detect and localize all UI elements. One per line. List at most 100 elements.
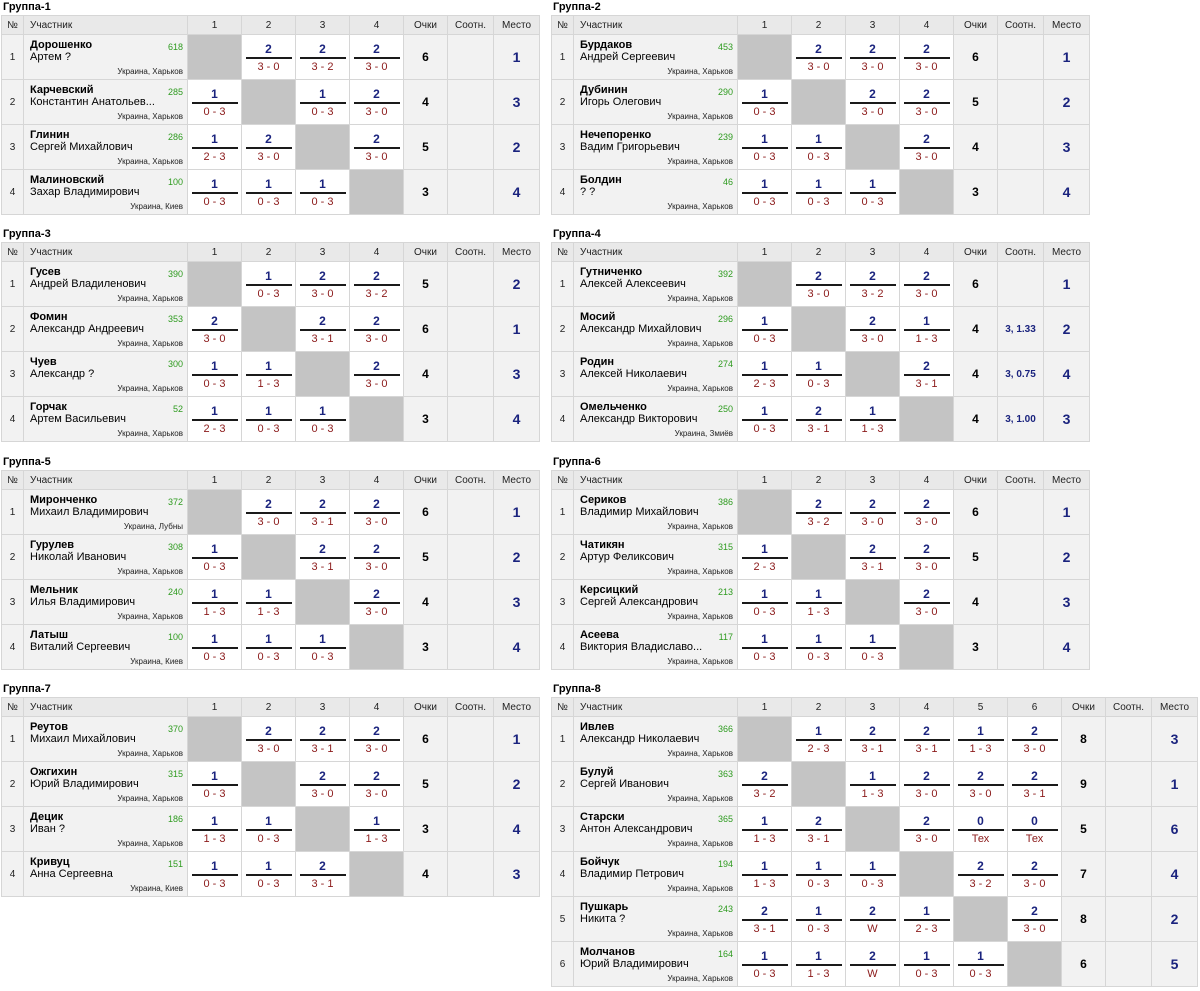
match-result[interactable]: 2 3 - 0 <box>1007 851 1062 897</box>
match-result[interactable]: 2 3 - 0 <box>953 761 1008 807</box>
match-result[interactable]: 2 3 - 0 <box>845 79 900 125</box>
match-result[interactable]: 1 0 - 3 <box>845 851 900 897</box>
match-result[interactable]: 2 3 - 2 <box>737 761 792 807</box>
match-result[interactable]: 1 0 - 3 <box>187 534 242 580</box>
player-cell[interactable]: Ожгихин Юрий Владимирович 315 Украина, Харь… <box>23 761 188 807</box>
match-result[interactable]: 1 0 - 3 <box>791 124 846 170</box>
player-cell[interactable]: Чатикян Артур Феликсович 315 Украина, Харьк… <box>573 534 738 580</box>
match-result[interactable]: 2 3 - 1 <box>791 806 846 852</box>
match-result[interactable]: 1 0 - 3 <box>241 806 296 852</box>
match-result[interactable]: 1 0 - 3 <box>241 851 296 897</box>
match-result[interactable]: 1 0 - 3 <box>187 351 242 397</box>
match-result[interactable]: 1 1 - 3 <box>845 761 900 807</box>
match-result[interactable]: 2 3 - 0 <box>899 579 954 625</box>
match-result[interactable]: 2 3 - 0 <box>241 124 296 170</box>
match-result[interactable]: 2 3 - 2 <box>953 851 1008 897</box>
match-result[interactable]: 2 3 - 2 <box>349 261 404 307</box>
player-cell[interactable]: Реутов Михаил Михайлович 370 Украина, Харьк… <box>23 716 188 762</box>
player-cell[interactable]: Керсицкий Сергей Александрович 213 Украина,… <box>573 579 738 625</box>
match-result[interactable]: 1 0 - 3 <box>187 79 242 125</box>
match-result[interactable]: 1 0 - 3 <box>899 941 954 987</box>
match-result[interactable]: 2 3 - 0 <box>349 716 404 762</box>
player-cell[interactable]: Децик Иван ? 186 Украина, Харьков <box>23 806 188 852</box>
match-result[interactable]: 1 0 - 3 <box>187 169 242 215</box>
match-result[interactable]: 2 3 - 0 <box>349 34 404 80</box>
player-cell[interactable]: Дубинин Игорь Олегович 290 Украина, Харьков <box>573 79 738 125</box>
match-result[interactable]: 2 3 - 1 <box>791 396 846 442</box>
match-result[interactable]: 1 1 - 3 <box>737 806 792 852</box>
match-result[interactable]: 2 3 - 1 <box>295 306 350 352</box>
match-result[interactable]: 1 0 - 3 <box>737 941 792 987</box>
match-result[interactable]: 2 3 - 0 <box>899 489 954 535</box>
match-result[interactable]: 2 3 - 0 <box>899 261 954 307</box>
match-result[interactable]: 2 3 - 0 <box>899 79 954 125</box>
match-result[interactable]: 2 3 - 1 <box>295 851 350 897</box>
player-cell[interactable]: Мельник Илья Владимирович 240 Украина, Харь… <box>23 579 188 625</box>
player-cell[interactable]: Пушкарь Никита ? 243 Украина, Харьков <box>573 896 738 942</box>
player-cell[interactable]: Бойчук Владимир Петрович 194 Украина, Харьк… <box>573 851 738 897</box>
match-result[interactable]: 2 3 - 0 <box>349 124 404 170</box>
match-result[interactable]: 1 1 - 3 <box>187 806 242 852</box>
match-result[interactable]: 2 3 - 2 <box>791 489 846 535</box>
match-result[interactable]: 1 2 - 3 <box>791 716 846 762</box>
player-cell[interactable]: Булуй Сергей Иванович 363 Украина, Харьков <box>573 761 738 807</box>
match-result[interactable]: 1 0 - 3 <box>737 396 792 442</box>
player-cell[interactable]: Нечепоренко Вадим Григорьевич 239 Украина, … <box>573 124 738 170</box>
match-result[interactable]: 2 3 - 0 <box>349 534 404 580</box>
match-result[interactable]: 1 0 - 3 <box>845 169 900 215</box>
match-result[interactable]: 1 0 - 3 <box>187 851 242 897</box>
match-result[interactable]: 1 0 - 3 <box>241 396 296 442</box>
match-result[interactable]: 1 1 - 3 <box>241 351 296 397</box>
match-result[interactable]: 1 0 - 3 <box>187 624 242 670</box>
match-result[interactable]: 1 0 - 3 <box>791 351 846 397</box>
player-cell[interactable]: Родин Алексей Николаевич 274 Украина, Харьк… <box>573 351 738 397</box>
match-result[interactable]: 1 1 - 3 <box>737 851 792 897</box>
match-result[interactable]: 1 0 - 3 <box>791 169 846 215</box>
match-result[interactable]: 2 3 - 0 <box>845 306 900 352</box>
match-result[interactable]: 2 3 - 0 <box>241 34 296 80</box>
player-cell[interactable]: Дорошенко Артем ? 618 Украина, Харьков <box>23 34 188 80</box>
match-result[interactable]: 1 1 - 3 <box>349 806 404 852</box>
match-result[interactable]: 2 3 - 0 <box>845 489 900 535</box>
player-cell[interactable]: Мосий Александр Михайлович 296 Украина, Хар… <box>573 306 738 352</box>
match-result[interactable]: 1 0 - 3 <box>737 306 792 352</box>
match-result[interactable]: 2 3 - 0 <box>187 306 242 352</box>
player-cell[interactable]: Ивлев Александр Николаевич 366 Украина, Хар… <box>573 716 738 762</box>
player-cell[interactable]: Гурулев Николай Иванович 308 Украина, Харьк… <box>23 534 188 580</box>
match-result[interactable]: 1 1 - 3 <box>241 579 296 625</box>
match-result[interactable]: 2 3 - 0 <box>349 306 404 352</box>
player-cell[interactable]: Старски Антон Александрович 365 Украина, Ха… <box>573 806 738 852</box>
player-cell[interactable]: Омельченко Александр Викторович 250 Украина… <box>573 396 738 442</box>
player-cell[interactable]: Гутниченко Алексей Алексеевич 392 Украина, … <box>573 261 738 307</box>
match-result[interactable]: 1 1 - 3 <box>899 306 954 352</box>
player-cell[interactable]: Миронченко Михаил Владимирович 372 Украина,… <box>23 489 188 535</box>
match-result[interactable]: 2 3 - 0 <box>349 351 404 397</box>
match-result[interactable]: 1 1 - 3 <box>791 579 846 625</box>
match-result[interactable]: 2 3 - 0 <box>295 261 350 307</box>
match-result[interactable]: 2 3 - 0 <box>349 761 404 807</box>
match-result[interactable]: 0 Тех <box>953 806 1008 852</box>
player-cell[interactable]: Глинин Сергей Михайлович 286 Украина, Харьк… <box>23 124 188 170</box>
match-result[interactable]: 1 2 - 3 <box>187 124 242 170</box>
match-result[interactable]: 2 3 - 1 <box>845 534 900 580</box>
match-result[interactable]: 1 0 - 3 <box>295 169 350 215</box>
match-result[interactable]: 2 3 - 0 <box>349 79 404 125</box>
match-result[interactable]: 1 0 - 3 <box>737 579 792 625</box>
match-result[interactable]: 2 3 - 1 <box>295 534 350 580</box>
match-result[interactable]: 2 3 - 0 <box>349 489 404 535</box>
player-cell[interactable]: Бурдаков Андрей Сергеевич 453 Украина, Харь… <box>573 34 738 80</box>
match-result[interactable]: 1 0 - 3 <box>791 624 846 670</box>
match-result[interactable]: 1 0 - 3 <box>737 79 792 125</box>
match-result[interactable]: 1 1 - 3 <box>187 579 242 625</box>
match-result[interactable]: 1 0 - 3 <box>737 124 792 170</box>
match-result[interactable]: 2 3 - 0 <box>349 579 404 625</box>
match-result[interactable]: 1 2 - 3 <box>187 396 242 442</box>
player-cell[interactable]: Асеева Виктория Владиславо... 117 Украина, … <box>573 624 738 670</box>
player-cell[interactable]: Сериков Владимир Михайлович 386 Украина, Ха… <box>573 489 738 535</box>
player-cell[interactable]: Болдин? ? 46 Украина, Харьков <box>573 169 738 215</box>
player-cell[interactable]: Чуев Александр ? 300 Украина, Харьков <box>23 351 188 397</box>
match-result[interactable]: 1 0 - 3 <box>241 169 296 215</box>
match-result[interactable]: 2 3 - 1 <box>899 351 954 397</box>
match-result[interactable]: 1 1 - 3 <box>791 941 846 987</box>
